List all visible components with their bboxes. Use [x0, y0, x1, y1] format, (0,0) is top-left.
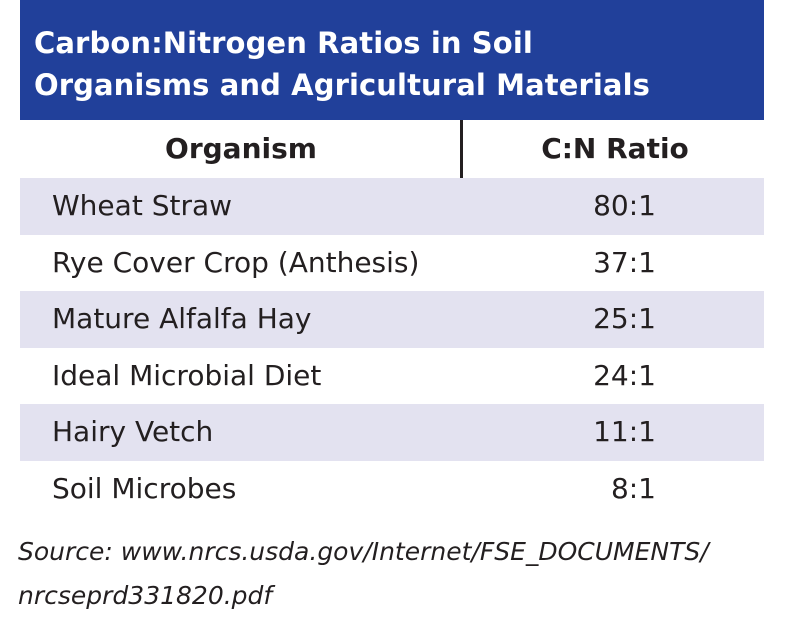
- row-ratio: 37:1: [593, 245, 656, 279]
- table-title: Carbon:Nitrogen Ratios in Soil Organisms…: [20, 0, 764, 120]
- row-ratio: 11:1: [593, 415, 656, 448]
- row-organism: Mature Alfalfa Hay: [52, 302, 312, 335]
- cn-ratio-table: Carbon:Nitrogen Ratios in Soil Organisms…: [20, 0, 764, 517]
- row-ratio: 25:1: [593, 302, 656, 335]
- source-line-2: nrcseprd331820.pdf: [18, 581, 273, 610]
- row-organism: Rye Cover Crop (Anthesis): [52, 245, 420, 279]
- table-row: Hairy Vetch 11:1: [20, 404, 764, 461]
- row-organism: Wheat Straw: [52, 189, 233, 222]
- header-cn-ratio: C:N Ratio: [541, 132, 689, 165]
- row-ratio: 24:1: [593, 358, 656, 392]
- header-divider: [460, 120, 463, 178]
- table-row: Ideal Microbial Diet 24:1: [20, 348, 764, 405]
- table-row: Rye Cover Crop (Anthesis) 37:1: [20, 235, 764, 292]
- table-row: Mature Alfalfa Hay 25:1: [20, 291, 764, 348]
- table-row: Wheat Straw 80:1: [20, 178, 764, 235]
- row-organism: Hairy Vetch: [52, 415, 214, 448]
- row-ratio: 80:1: [593, 189, 656, 222]
- row-organism: Soil Microbes: [52, 471, 237, 505]
- source-citation: Source: www.nrcs.usda.gov/Internet/FSE_D…: [18, 530, 709, 618]
- table-header: Organism C:N Ratio: [20, 120, 764, 178]
- header-organism: Organism: [165, 132, 317, 165]
- row-organism: Ideal Microbial Diet: [52, 358, 322, 392]
- table-title-line-2: Organisms and Agricultural Materials: [34, 68, 650, 102]
- table-row: Soil Microbes 8:1: [20, 461, 764, 518]
- table-title-line-1: Carbon:Nitrogen Ratios in Soil: [34, 26, 533, 60]
- row-ratio: 8:1: [610, 471, 656, 505]
- source-line-1: Source: www.nrcs.usda.gov/Internet/FSE_D…: [18, 537, 709, 566]
